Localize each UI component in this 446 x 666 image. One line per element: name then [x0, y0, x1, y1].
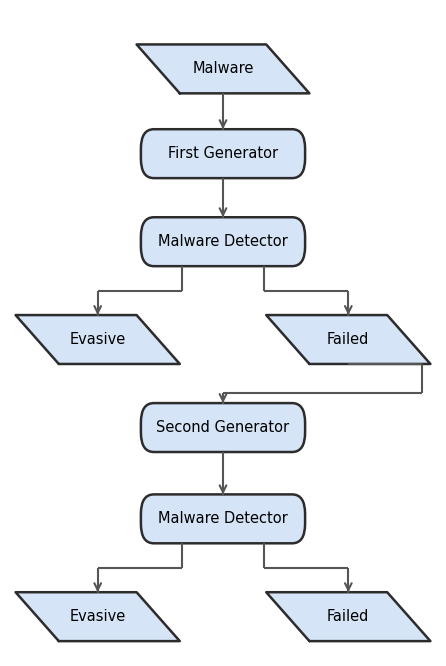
- Polygon shape: [16, 592, 180, 641]
- Text: Evasive: Evasive: [70, 332, 126, 347]
- Polygon shape: [136, 45, 310, 93]
- Polygon shape: [266, 315, 430, 364]
- Text: Failed: Failed: [327, 609, 369, 624]
- Text: Second Generator: Second Generator: [157, 420, 289, 435]
- Text: Failed: Failed: [327, 332, 369, 347]
- Text: Malware Detector: Malware Detector: [158, 511, 288, 526]
- Text: Malware Detector: Malware Detector: [158, 234, 288, 249]
- Polygon shape: [266, 592, 430, 641]
- FancyBboxPatch shape: [141, 403, 305, 452]
- FancyBboxPatch shape: [141, 129, 305, 178]
- Text: Evasive: Evasive: [70, 609, 126, 624]
- Text: First Generator: First Generator: [168, 146, 278, 161]
- FancyBboxPatch shape: [141, 217, 305, 266]
- Polygon shape: [16, 315, 180, 364]
- FancyBboxPatch shape: [141, 494, 305, 543]
- Text: Malware: Malware: [192, 61, 254, 77]
